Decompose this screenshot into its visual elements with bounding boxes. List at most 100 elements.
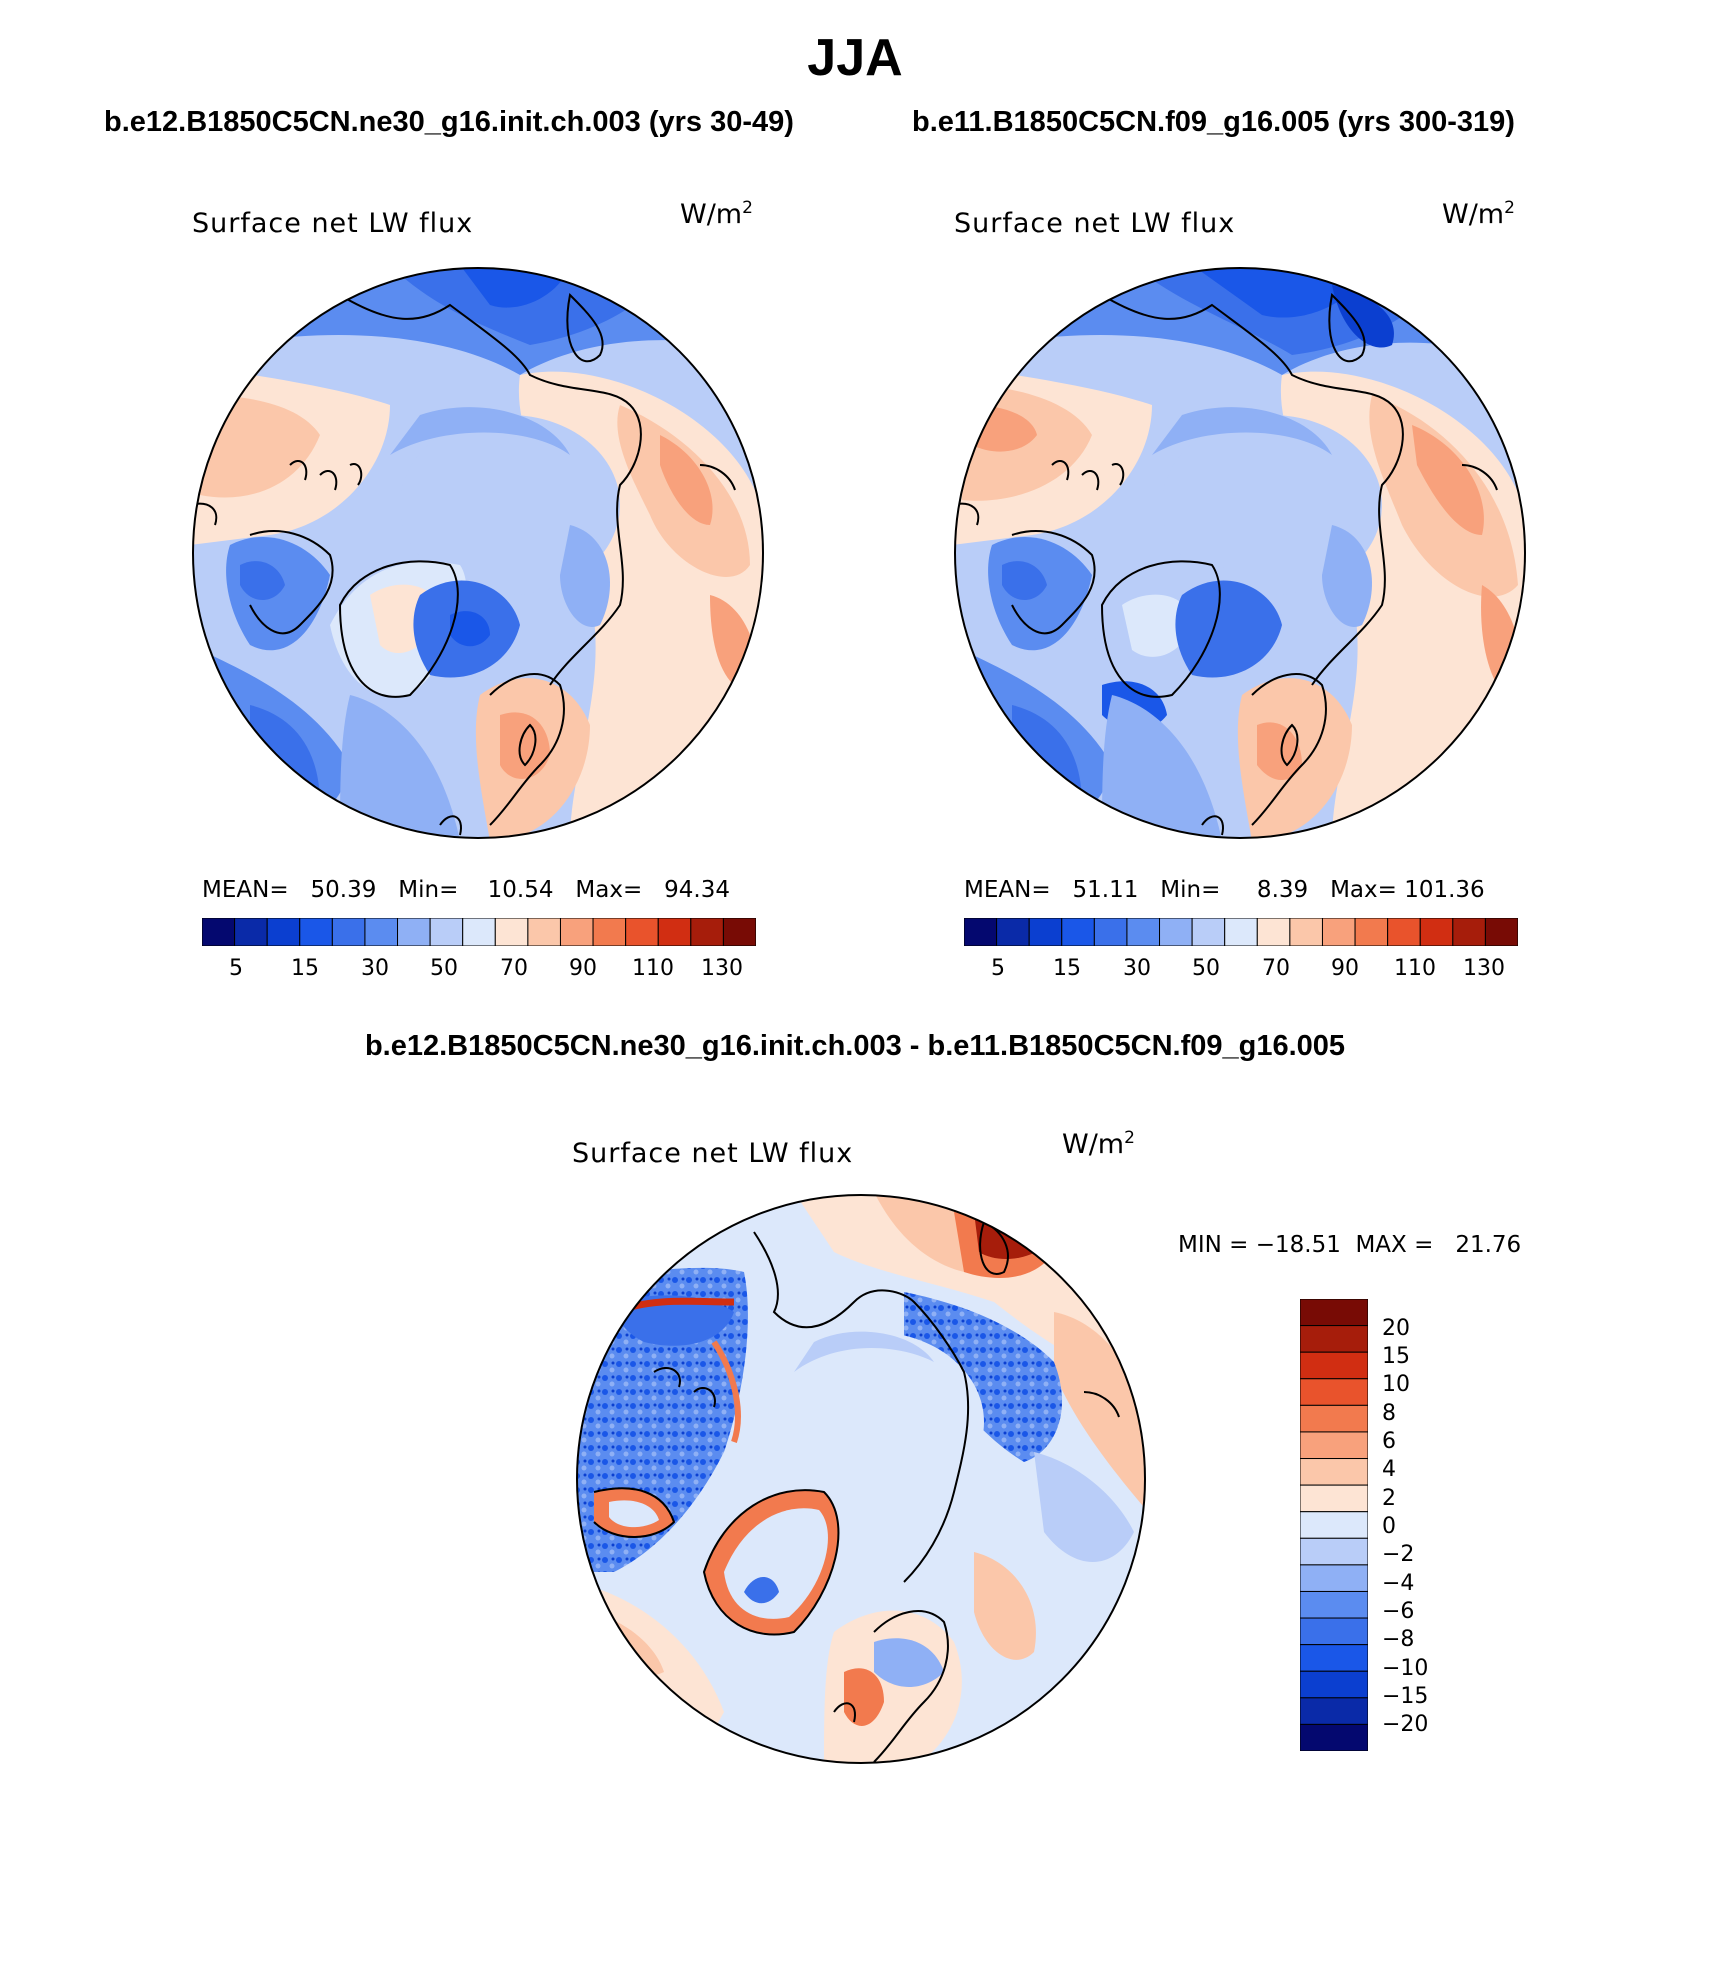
- colorbar-swatch: [592, 918, 627, 946]
- panel1-units: W/m2: [680, 198, 753, 230]
- colorbar-swatch: [1191, 918, 1226, 946]
- panel2-units: W/m2: [1442, 198, 1515, 230]
- colorbar-swatch: [1300, 1670, 1368, 1699]
- difference-variable-label: Surface net LW flux: [572, 1138, 854, 1169]
- colorbar-swatch: [1300, 1325, 1368, 1353]
- colorbar-swatch: [1300, 1299, 1368, 1327]
- colorbar-swatch: [494, 918, 529, 946]
- cb1-tick: 90: [569, 956, 597, 981]
- cb1-tick: 50: [430, 956, 458, 981]
- colorbar-swatch: [527, 918, 561, 946]
- colorbar-swatch: [1387, 918, 1421, 946]
- panel2-polar-map: [954, 267, 1526, 839]
- cb1-tick: 110: [632, 956, 674, 981]
- cb2-tick: 30: [1123, 956, 1151, 981]
- cb3-label: −8: [1382, 1627, 1415, 1652]
- cb3-label: −6: [1382, 1599, 1415, 1624]
- panel1-stats: MEAN= 50.39 Min= 10.54 Max= 94.34: [202, 877, 731, 903]
- panel2-case-title: b.e11.B1850C5CN.f09_g16.005 (yrs 300-319…: [912, 106, 1515, 138]
- colorbar-swatch: [722, 918, 756, 946]
- panel1-case-title: b.e12.B1850C5CN.ne30_g16.init.ch.003 (yr…: [104, 106, 794, 138]
- colorbar-swatch: [1300, 1564, 1368, 1592]
- cb3-label: −2: [1382, 1542, 1415, 1567]
- cb3-label: 6: [1382, 1429, 1396, 1454]
- cb1-tick: 30: [361, 956, 389, 981]
- colorbar-swatch: [1300, 1644, 1368, 1672]
- cb3-label: −20: [1382, 1712, 1429, 1737]
- colorbar-swatch: [202, 918, 236, 946]
- panel2-colorbar-ticks: 5 15 30 50 70 90 110 130: [964, 956, 1518, 986]
- cb3-label: 8: [1382, 1401, 1396, 1426]
- colorbar-swatch: [996, 918, 1030, 946]
- colorbar-swatch: [429, 918, 464, 946]
- difference-minmax: MIN = −18.51 MAX = 21.76: [1178, 1232, 1522, 1258]
- colorbar-swatch: [364, 918, 399, 946]
- colorbar-swatch: [1300, 1431, 1368, 1460]
- colorbar-swatch: [1300, 1458, 1368, 1486]
- cb2-tick: 50: [1192, 956, 1220, 981]
- colorbar-swatch: [1354, 918, 1389, 946]
- colorbar-swatch: [1300, 1511, 1368, 1539]
- colorbar-swatch: [1300, 1484, 1368, 1513]
- colorbar-swatch: [1028, 918, 1063, 946]
- colorbar-swatch: [657, 918, 692, 946]
- cb3-label: −10: [1382, 1656, 1429, 1681]
- cb3-label: 10: [1382, 1372, 1410, 1397]
- colorbar-swatch: [1061, 918, 1095, 946]
- cb1-tick: 70: [500, 956, 528, 981]
- cb3-label: 4: [1382, 1457, 1396, 1482]
- cb3-label: 15: [1382, 1344, 1410, 1369]
- difference-colorbar-labels: 20 15 10 8 6 4 2 0 −2 −4 −6 −8 −10 −15 −…: [1382, 1302, 1462, 1754]
- panel1-colorbar-ticks: 5 15 30 50 70 90 110 130: [202, 956, 756, 986]
- colorbar-swatch: [1256, 918, 1291, 946]
- colorbar-swatch: [1419, 918, 1454, 946]
- panel1-polar-map: [192, 267, 764, 839]
- colorbar-swatch: [964, 918, 998, 946]
- cb2-tick: 110: [1394, 956, 1436, 981]
- panel2-colorbar: [964, 918, 1518, 946]
- colorbar-swatch: [299, 918, 333, 946]
- colorbar-swatch: [1300, 1537, 1368, 1566]
- panel2-stats: MEAN= 51.11 Min= 8.39 Max= 101.36: [964, 877, 1485, 903]
- colorbar-swatch: [559, 918, 594, 946]
- colorbar-swatch: [1159, 918, 1193, 946]
- cb1-tick: 130: [701, 956, 743, 981]
- colorbar-swatch: [1300, 1404, 1368, 1433]
- cb2-tick: 130: [1463, 956, 1505, 981]
- cb3-label: −15: [1382, 1684, 1429, 1709]
- cb3-label: 0: [1382, 1514, 1396, 1539]
- difference-units: W/m2: [1062, 1128, 1135, 1160]
- colorbar-swatch: [1321, 918, 1356, 946]
- difference-colorbar: [1300, 1299, 1368, 1751]
- cb3-label: 20: [1382, 1316, 1410, 1341]
- colorbar-swatch: [1224, 918, 1258, 946]
- colorbar-swatch: [234, 918, 268, 946]
- figure-title: JJA: [807, 29, 903, 87]
- difference-title: b.e12.B1850C5CN.ne30_g16.init.ch.003 - b…: [364, 1030, 1346, 1062]
- colorbar-swatch: [1093, 918, 1128, 946]
- colorbar-swatch: [1300, 1351, 1368, 1380]
- cb1-tick: 5: [229, 956, 243, 981]
- cb2-tick: 70: [1262, 956, 1290, 981]
- difference-polar-map: [576, 1194, 1146, 1764]
- colorbar-swatch: [1300, 1697, 1368, 1725]
- colorbar-swatch: [266, 918, 301, 946]
- colorbar-swatch: [1289, 918, 1323, 946]
- cb3-label: 2: [1382, 1486, 1396, 1511]
- colorbar-swatch: [462, 918, 496, 946]
- colorbar-swatch: [1484, 918, 1518, 946]
- colorbar-swatch: [1300, 1723, 1368, 1751]
- cb2-tick: 5: [991, 956, 1005, 981]
- colorbar-swatch: [1126, 918, 1161, 946]
- colorbar-swatch: [1452, 918, 1486, 946]
- panel1-colorbar: [202, 918, 756, 946]
- panel2-variable-label: Surface net LW flux: [954, 208, 1236, 239]
- cb2-tick: 90: [1331, 956, 1359, 981]
- colorbar-swatch: [1300, 1617, 1368, 1646]
- colorbar-swatch: [331, 918, 366, 946]
- colorbar-swatch: [1300, 1590, 1368, 1619]
- colorbar-swatch: [1300, 1378, 1368, 1406]
- colorbar-swatch: [690, 918, 724, 946]
- cb1-tick: 15: [291, 956, 319, 981]
- colorbar-swatch: [625, 918, 659, 946]
